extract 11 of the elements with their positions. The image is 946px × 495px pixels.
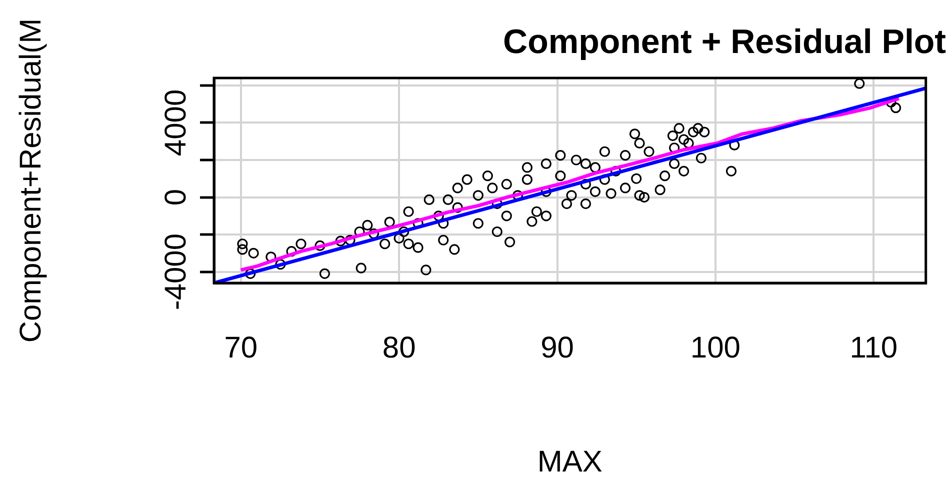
y-tick-label: 4000 bbox=[159, 89, 192, 156]
y-axis-title: Component+Residual(M bbox=[14, 18, 48, 343]
y-tick-label: -4000 bbox=[159, 233, 192, 310]
x-tick-label: 70 bbox=[224, 331, 258, 364]
x-tick-label: 90 bbox=[540, 331, 574, 364]
x-tick-label: 100 bbox=[690, 331, 740, 364]
x-tick-label: 80 bbox=[382, 331, 416, 364]
x-tick-label: 110 bbox=[850, 331, 898, 364]
chart-title: Component + Residual Plot bbox=[503, 22, 946, 61]
x-axis-title: MAX bbox=[537, 445, 602, 478]
y-tick-label: 0 bbox=[159, 188, 192, 206]
